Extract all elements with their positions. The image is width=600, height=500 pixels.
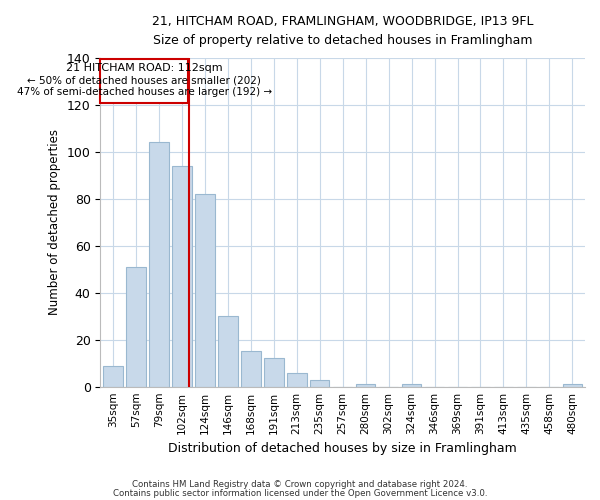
Text: Contains public sector information licensed under the Open Government Licence v3: Contains public sector information licen… [113,489,487,498]
Bar [172,166,191,386]
Bar [563,384,582,386]
Title: 21, HITCHAM ROAD, FRAMLINGHAM, WOODBRIDGE, IP13 9FL
Size of property relative to: 21, HITCHAM ROAD, FRAMLINGHAM, WOODBRIDG… [152,15,533,47]
Bar [195,194,215,386]
Bar [264,358,284,386]
Text: 21 HITCHAM ROAD: 112sqm: 21 HITCHAM ROAD: 112sqm [66,64,223,74]
Bar [402,384,421,386]
Text: 47% of semi-detached houses are larger (192) →: 47% of semi-detached houses are larger (… [17,87,272,97]
Bar [310,380,329,386]
Bar [218,316,238,386]
Bar [356,384,376,386]
Text: ← 50% of detached houses are smaller (202): ← 50% of detached houses are smaller (20… [28,75,261,85]
Y-axis label: Number of detached properties: Number of detached properties [48,130,61,316]
Bar [103,366,123,386]
Text: Contains HM Land Registry data © Crown copyright and database right 2024.: Contains HM Land Registry data © Crown c… [132,480,468,489]
Bar [100,59,188,102]
Bar [287,372,307,386]
Bar [126,267,146,386]
Bar [241,352,260,386]
Bar [149,142,169,386]
X-axis label: Distribution of detached houses by size in Framlingham: Distribution of detached houses by size … [169,442,517,455]
